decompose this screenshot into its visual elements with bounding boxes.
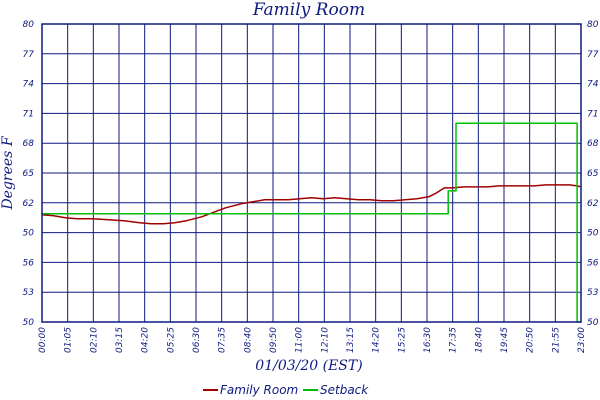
x-tick-label: 17:35 <box>449 327 459 353</box>
x-tick-label: 04:20 <box>141 327 151 353</box>
x-tick-label: 06:30 <box>192 327 202 353</box>
x-tick-label: 12:10 <box>320 327 330 353</box>
x-tick-label: 03:15 <box>115 327 125 353</box>
y-tick-label-left: 50 <box>23 318 35 328</box>
y-tick-label-right: 53 <box>587 288 599 298</box>
x-tick-label: 13:15 <box>346 327 356 353</box>
y-tick-label-right: 77 <box>587 50 599 60</box>
x-tick-label: 15:25 <box>397 327 407 353</box>
y-tick-label-right: 65 <box>587 169 599 179</box>
x-tick-label: 23:00 <box>577 327 587 353</box>
y-tick-labels-left: 80 77 74 71 68 65 62 50 56 53 50 <box>23 20 35 328</box>
series-line-family-room <box>41 184 582 225</box>
x-tick-label: 16:30 <box>423 327 433 353</box>
x-tick-label: 09:50 <box>269 327 279 353</box>
y-tick-label-right: 68 <box>587 139 599 149</box>
x-tick-label: 21:55 <box>551 327 561 353</box>
y-tick-label-left: 80 <box>23 20 35 30</box>
series-layer <box>41 122 582 323</box>
x-tick-labels: 00:00 01:05 02:10 03:15 04:20 05:25 06:30 07:35… <box>38 327 587 353</box>
y-tick-label-right: 56 <box>587 258 599 268</box>
x-tick-label: 02:10 <box>89 327 99 353</box>
y-tick-label-left: 71 <box>23 109 34 119</box>
x-tick-label: 08:40 <box>243 327 253 353</box>
x-tick-label: 18:40 <box>474 327 484 353</box>
y-tick-label-right: 50 <box>587 229 599 239</box>
x-axis-label: 01/03/20 (EST) <box>255 358 362 374</box>
y-axis-label: Degrees F <box>0 135 16 210</box>
y-tick-label-left: 65 <box>23 169 35 179</box>
x-tick-label: 19:45 <box>500 327 510 353</box>
y-tick-label-right: 74 <box>587 80 599 90</box>
y-tick-label-left: 56 <box>23 258 35 268</box>
y-tick-label-left: 74 <box>23 80 35 90</box>
x-tick-label: 07:35 <box>218 327 228 353</box>
x-tick-label: 20:50 <box>526 327 536 353</box>
x-tick-label: 01:05 <box>64 327 74 353</box>
y-tick-label-left: 77 <box>23 50 35 60</box>
x-tick-label: 11:00 <box>295 327 305 353</box>
y-tick-label-left: 68 <box>23 139 35 149</box>
x-tick-label: 05:25 <box>166 327 176 353</box>
y-tick-label-right: 71 <box>587 109 598 119</box>
series-line-setback <box>42 122 581 323</box>
y-tick-label-left: 62 <box>23 199 35 209</box>
x-tick-label: 14:20 <box>372 327 382 353</box>
y-tick-labels-right: 80 77 74 71 68 65 62 50 56 53 50 <box>587 20 599 328</box>
legend-label-family-room: Family Room <box>220 383 298 397</box>
legend: Family Room Setback <box>203 383 369 397</box>
y-tick-label-left: 53 <box>23 288 35 298</box>
grid <box>42 24 581 322</box>
y-tick-label-left: 50 <box>23 229 35 239</box>
y-tick-label-right: 80 <box>587 20 599 30</box>
y-tick-label-right: 50 <box>587 318 599 328</box>
chart-title: Family Room <box>252 0 365 20</box>
plot-frame <box>41 23 582 323</box>
legend-label-setback: Setback <box>320 383 369 397</box>
y-tick-label-right: 62 <box>587 199 599 209</box>
x-tick-label: 00:00 <box>38 327 48 353</box>
